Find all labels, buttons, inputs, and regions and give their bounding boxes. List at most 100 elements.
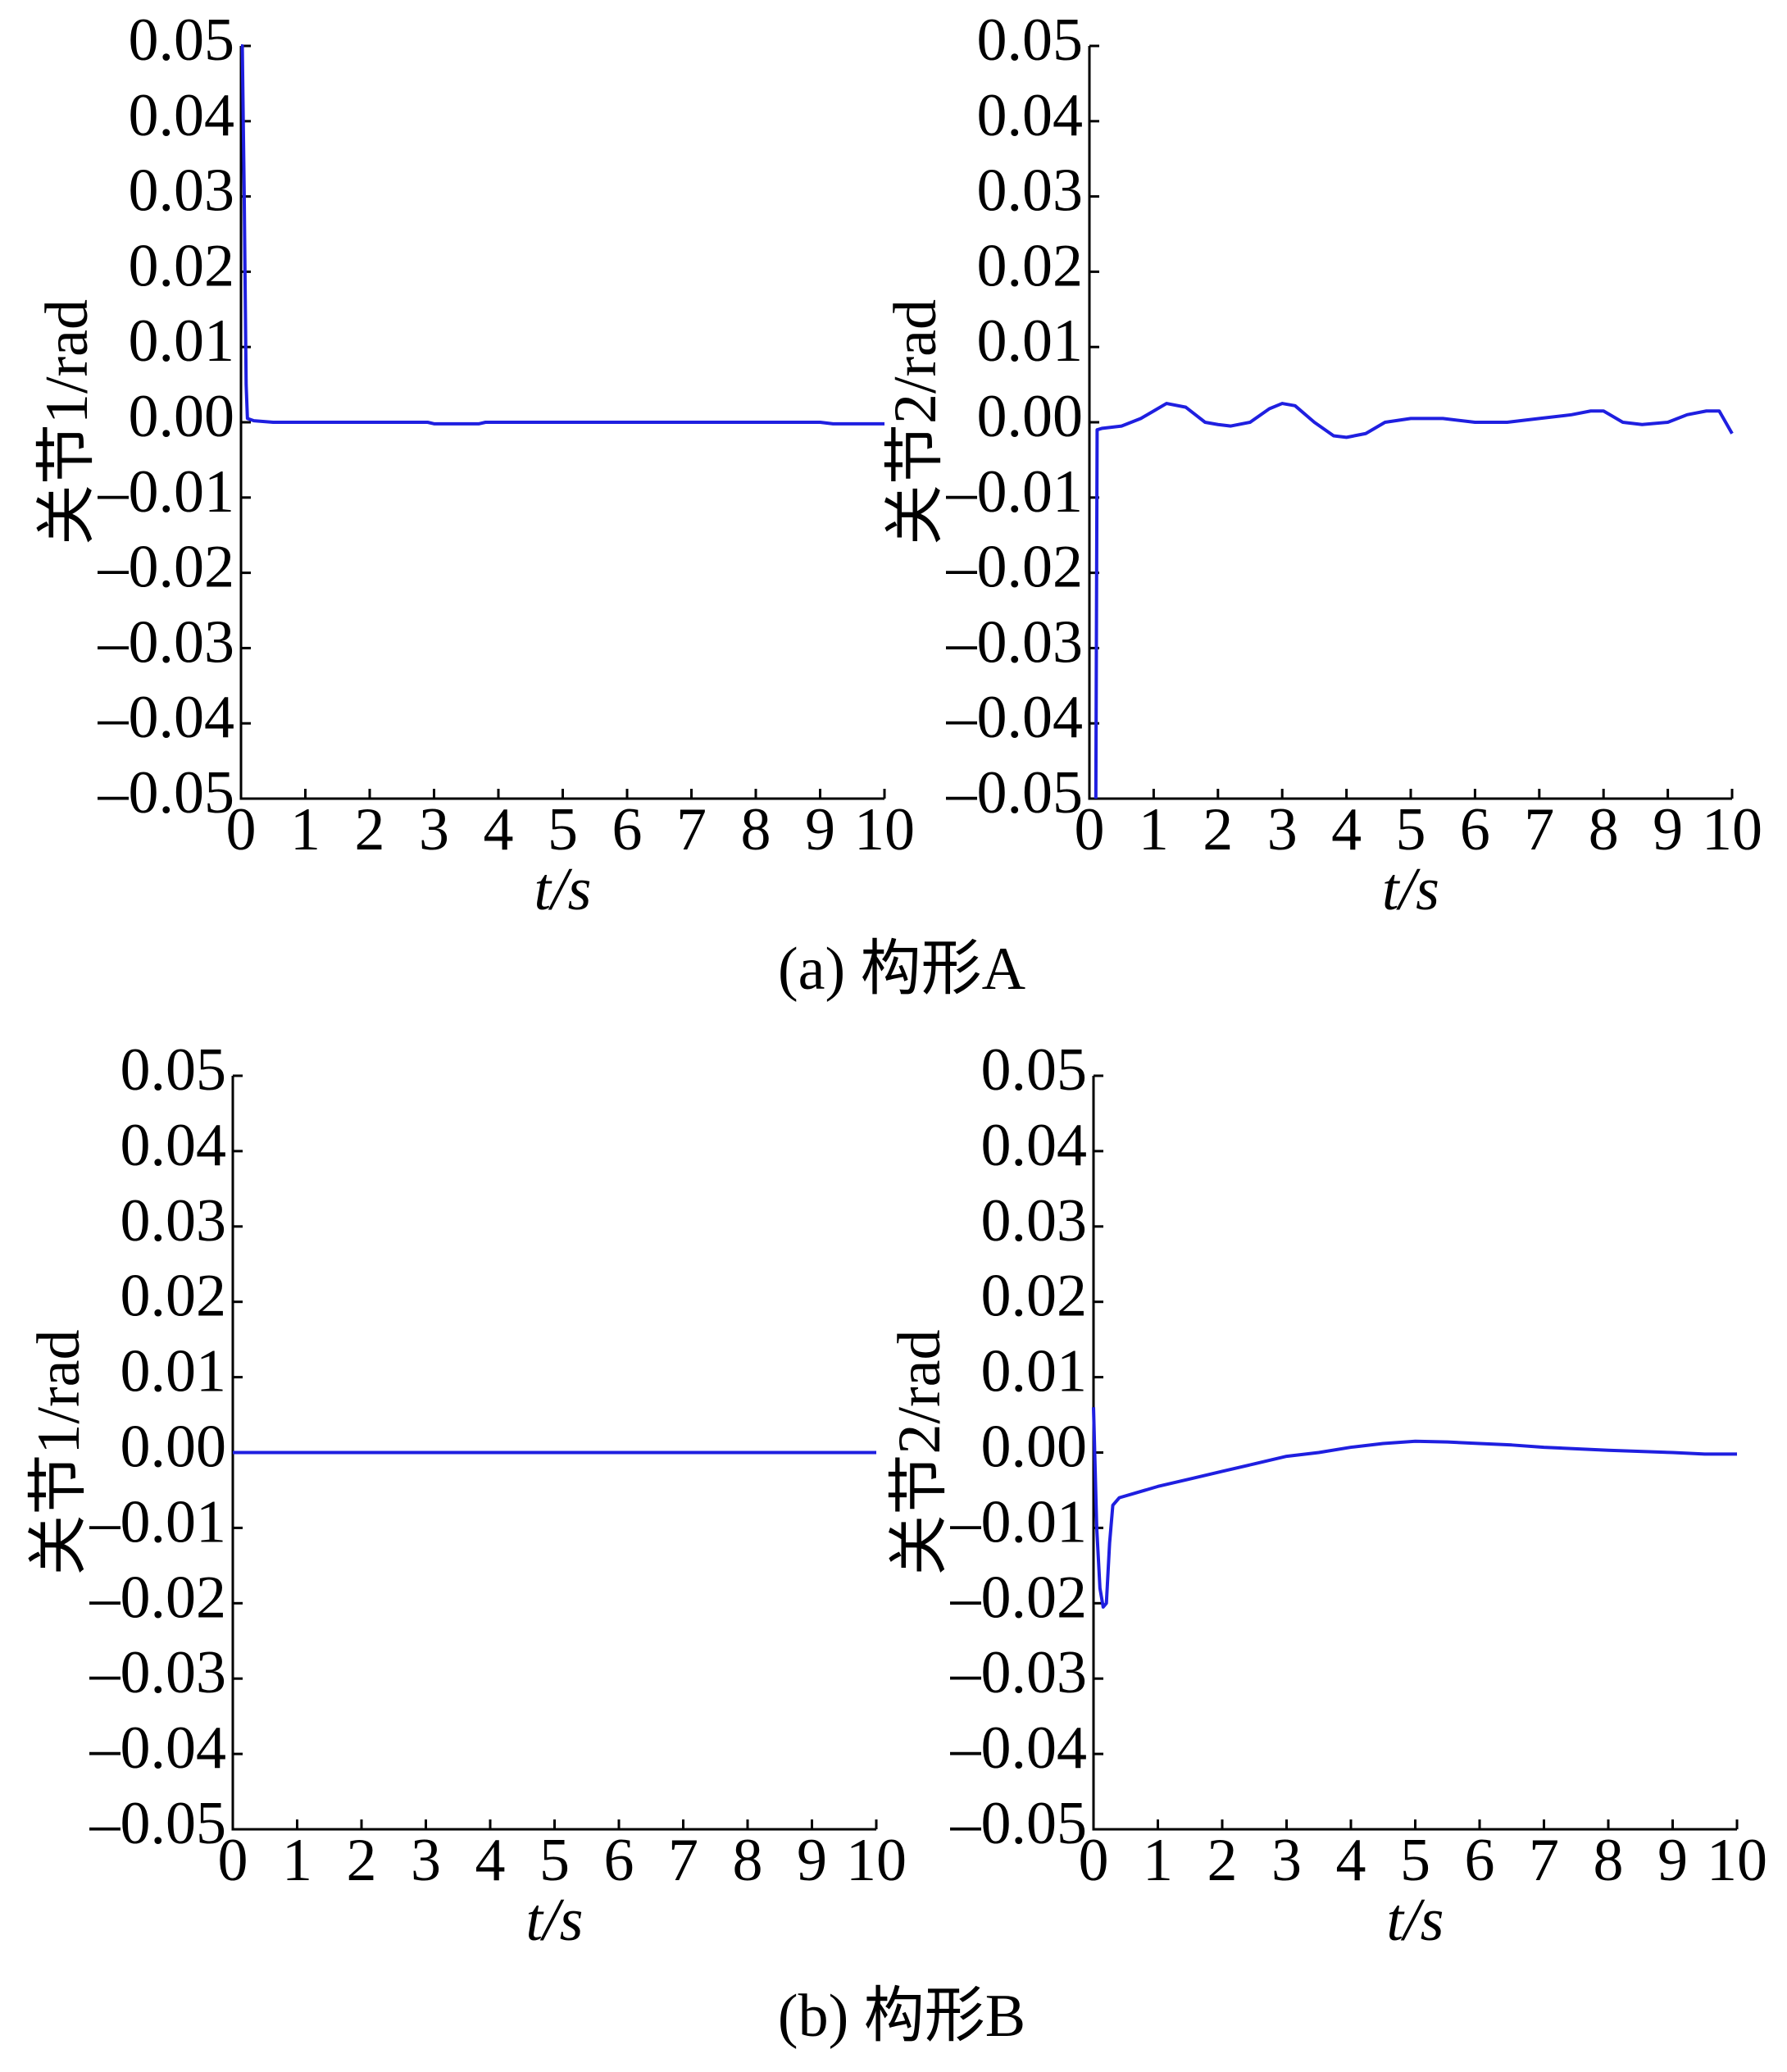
y-tick-label: –0.03 (950, 1639, 1088, 1706)
y-tick-label: 0.03 (129, 157, 235, 225)
y-tick-label: 0.03 (120, 1187, 227, 1255)
y-tick-label: –0.01 (950, 1488, 1088, 1555)
x-tick-label: 1 (1143, 1827, 1173, 1894)
x-tick-label: 3 (419, 796, 449, 863)
x-tick-label: 10 (1702, 796, 1762, 863)
y-tick-label: 0.05 (981, 1036, 1088, 1104)
x-tick-label: 10 (1707, 1827, 1767, 1894)
y-tick-label: 0.03 (977, 157, 1084, 225)
y-tick-label: –0.01 (946, 458, 1084, 526)
chart: –0.05 –0.04 –0.03 –0.02 –0.01 0.00 0.01 0.02 0.0… (34, 7, 915, 923)
x-tick-label: 1 (290, 796, 321, 863)
x-tick-label: 7 (676, 796, 707, 863)
y-tick-label: –0.04 (950, 1715, 1088, 1782)
x-tick-label: 7 (1529, 1827, 1559, 1894)
x-tick-label: 9 (805, 796, 835, 863)
x-tick-label: 2 (347, 1827, 377, 1894)
x-axis-label: t/s (1387, 1887, 1444, 1954)
x-tick-label: 4 (1336, 1827, 1366, 1894)
chart: –0.05 –0.04 –0.03 –0.02 –0.01 0.00 0.01 0.02 0.0… (886, 1036, 1767, 1954)
y-tick-label: 0.02 (981, 1263, 1088, 1330)
x-tick-label: 4 (475, 1827, 506, 1894)
x-tick-label: 7 (668, 1827, 698, 1894)
caption: (b) 构形B (778, 1983, 1025, 2050)
x-tick-label: 6 (604, 1827, 634, 1894)
y-tick-label: 0.00 (977, 383, 1084, 450)
x-tick-label: 10 (846, 1827, 907, 1894)
x-tick-label: 0 (226, 796, 257, 863)
y-axis-label: 关节2/rad (882, 299, 949, 545)
y-tick-label: 0.01 (120, 1338, 227, 1405)
y-tick-label: –0.03 (946, 608, 1084, 676)
y-tick-label: 0.02 (120, 1263, 227, 1330)
y-tick-label: –0.02 (89, 1564, 227, 1631)
data-line (1092, 1407, 1737, 1609)
x-tick-label: 8 (741, 796, 771, 863)
y-axis-label: 关节2/rad (886, 1329, 953, 1575)
x-axis-label: t/s (534, 856, 592, 923)
y-tick-label: 0.00 (981, 1413, 1088, 1480)
x-tick-label: 5 (548, 796, 578, 863)
y-tick-label: 0.04 (120, 1112, 227, 1179)
x-tick-label: 0 (1075, 796, 1105, 863)
y-tick-label: 0.05 (120, 1036, 227, 1104)
x-tick-label: 6 (1465, 1827, 1495, 1894)
x-tick-label: 6 (1460, 796, 1490, 863)
x-tick-label: 0 (218, 1827, 248, 1894)
chart: –0.05 –0.04 –0.03 –0.02 –0.01 0.00 0.01 0.02 0.0… (25, 1036, 907, 1954)
x-tick-label: 9 (1657, 1827, 1688, 1894)
x-tick-label: 5 (1400, 1827, 1430, 1894)
y-tick-label: –0.03 (98, 608, 235, 676)
y-tick-label: –0.02 (98, 534, 235, 601)
x-tick-label: 4 (484, 796, 514, 863)
x-tick-label: 8 (733, 1827, 763, 1894)
y-tick-label: –0.04 (89, 1715, 227, 1782)
y-tick-label: –0.02 (946, 534, 1084, 601)
y-tick-label: 0.01 (981, 1338, 1088, 1405)
y-tick-label: 0.05 (129, 7, 235, 74)
chart: –0.05 –0.04 –0.03 –0.02 –0.01 0.00 0.01 0.02 0.0… (882, 7, 1762, 923)
caption: (a) 构形A (778, 936, 1025, 1003)
x-axis-label: t/s (526, 1887, 584, 1954)
y-tick-label: 0.04 (977, 82, 1084, 149)
y-tick-label: –0.01 (89, 1488, 227, 1555)
x-tick-label: 10 (854, 796, 915, 863)
y-tick-label: 0.05 (977, 7, 1084, 74)
x-tick-label: 8 (1589, 796, 1619, 863)
y-tick-label: –0.04 (98, 684, 235, 751)
x-tick-label: 2 (1207, 1827, 1238, 1894)
x-tick-label: 5 (539, 1827, 570, 1894)
y-tick-label: –0.05 (950, 1790, 1088, 1857)
y-tick-label: –0.02 (950, 1564, 1088, 1631)
y-tick-label: 0.00 (120, 1413, 227, 1480)
y-tick-label: 0.02 (129, 232, 235, 299)
x-tick-label: 2 (355, 796, 385, 863)
x-tick-label: 1 (282, 1827, 312, 1894)
x-tick-label: 5 (1396, 796, 1426, 863)
y-tick-label: –0.04 (946, 684, 1084, 751)
x-tick-label: 0 (1079, 1827, 1109, 1894)
y-tick-label: –0.03 (89, 1639, 227, 1706)
x-tick-label: 8 (1594, 1827, 1624, 1894)
y-axis-label: 关节1/rad (34, 299, 101, 545)
y-tick-label: –0.05 (89, 1790, 227, 1857)
data-line (1094, 402, 1734, 799)
y-tick-label: 0.03 (981, 1187, 1088, 1255)
y-tick-label: 0.00 (129, 383, 235, 450)
x-tick-label: 3 (411, 1827, 441, 1894)
y-tick-label: 0.01 (129, 307, 235, 375)
y-tick-label: 0.04 (129, 82, 235, 149)
x-tick-label: 9 (1653, 796, 1683, 863)
x-tick-label: 6 (612, 796, 643, 863)
x-tick-label: 2 (1203, 796, 1233, 863)
x-tick-label: 7 (1524, 796, 1554, 863)
y-tick-label: –0.05 (98, 759, 235, 827)
y-tick-label: –0.05 (946, 759, 1084, 827)
x-tick-label: 3 (1271, 1827, 1302, 1894)
y-tick-label: 0.04 (981, 1112, 1088, 1179)
x-tick-label: 3 (1267, 796, 1298, 863)
x-axis-label: t/s (1382, 856, 1439, 923)
x-tick-label: 1 (1139, 796, 1169, 863)
y-axis-label: 关节1/rad (25, 1329, 93, 1575)
